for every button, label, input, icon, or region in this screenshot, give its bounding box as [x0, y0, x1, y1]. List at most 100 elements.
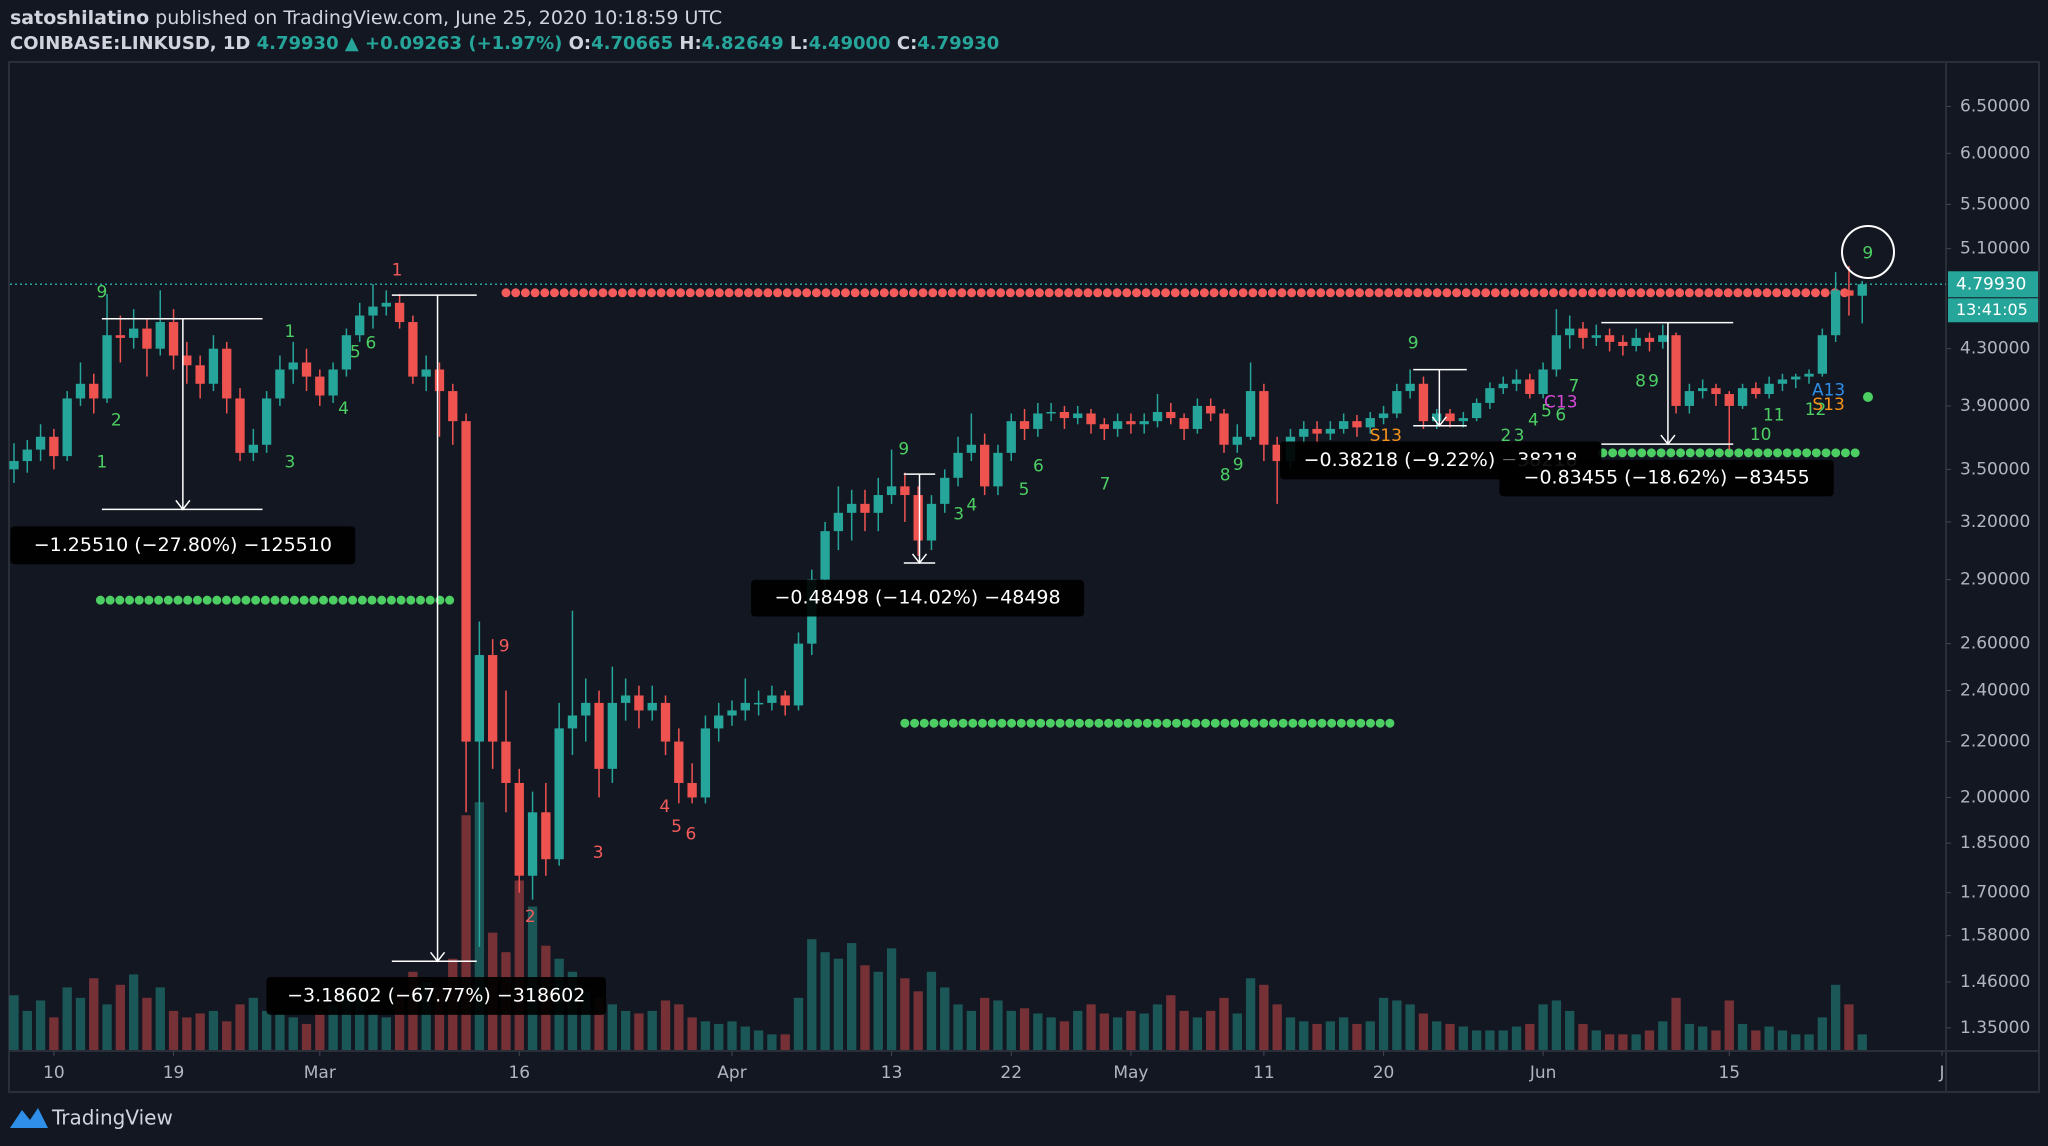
candle-body — [1352, 421, 1362, 428]
volume-bar — [1511, 1026, 1522, 1050]
candle-body — [740, 702, 750, 711]
candle-body — [1498, 383, 1508, 389]
volume-bar — [142, 997, 152, 1050]
y-tick-label: 2.90000 — [1960, 570, 2030, 590]
candle-body — [700, 728, 711, 798]
candle-body — [541, 812, 551, 860]
candle-body — [1525, 379, 1535, 395]
candle-body — [1259, 391, 1269, 445]
volume-bar — [714, 1023, 724, 1050]
volume-bar — [1152, 1004, 1163, 1050]
td-label: 3 — [285, 452, 296, 472]
volume-bar — [780, 1034, 790, 1050]
candle-body — [341, 335, 352, 370]
volume-bar — [235, 1004, 245, 1050]
header-line: satoshilatino published on TradingView.c… — [10, 7, 722, 29]
candle-body — [1551, 335, 1562, 370]
candle-body — [368, 306, 378, 316]
y-tick-label: 5.10000 — [1960, 239, 2030, 259]
y-tick-label: 1.70000 — [1960, 883, 2030, 903]
highlight-circle — [1841, 225, 1895, 279]
measure-arrowhead — [1660, 434, 1676, 446]
candle-body — [567, 715, 578, 729]
candle-body — [1644, 337, 1655, 342]
candle-body — [22, 449, 32, 462]
td-label: C13 — [1544, 392, 1578, 412]
candle-body — [182, 355, 192, 366]
change: +0.09263 (+1.97%) — [365, 33, 562, 54]
candle-body — [1844, 290, 1854, 296]
candle-body — [501, 741, 511, 783]
volume-bar — [1179, 1010, 1189, 1050]
volume-bar — [1604, 1034, 1615, 1050]
logo: TradingView — [10, 1106, 173, 1130]
td-label: S13 — [1812, 395, 1844, 415]
y-tick-label: 6.00000 — [1960, 143, 2030, 163]
chart-frame — [8, 61, 2040, 1093]
td-label: 2 — [525, 907, 536, 927]
volume-bar — [1405, 1004, 1415, 1050]
candle-body — [155, 322, 165, 349]
candle-body — [1830, 290, 1841, 336]
candle-body — [394, 302, 405, 323]
candle-body — [195, 365, 205, 384]
volume-bar — [248, 997, 258, 1050]
candle-body — [900, 486, 910, 496]
y-tick-label: 4.30000 — [1960, 339, 2030, 359]
candle-body — [1073, 413, 1083, 419]
volume-bar — [1684, 1023, 1695, 1050]
candle-body — [860, 503, 870, 513]
volume-bar — [1059, 1021, 1070, 1050]
volume-bar — [75, 997, 86, 1050]
volume-bar — [900, 978, 910, 1050]
x-tick-label: May — [1113, 1063, 1148, 1083]
candle-body — [674, 741, 684, 783]
volume-bar — [873, 971, 883, 1050]
volume-bar — [368, 1013, 378, 1050]
candle-body — [1711, 388, 1721, 395]
candle-body — [1658, 335, 1668, 342]
volume-bar — [1259, 984, 1269, 1050]
candle-body — [993, 452, 1003, 487]
volume-bar — [594, 997, 604, 1050]
candle-body — [1631, 337, 1641, 346]
measure-arrowhead — [175, 499, 191, 511]
last-price-box — [1948, 271, 2038, 298]
candle-body — [1139, 421, 1149, 425]
volume-bar — [1551, 1000, 1562, 1050]
volume-bar — [421, 982, 431, 1050]
candle-body — [1751, 388, 1761, 395]
volume-bar — [847, 943, 857, 1050]
l-value: 4.49000 — [809, 33, 891, 54]
volume-bar — [1525, 1023, 1535, 1050]
volume-bar — [966, 1010, 977, 1050]
volume-bar — [115, 984, 126, 1050]
candle-body — [753, 702, 764, 705]
volume-bar — [953, 1004, 963, 1050]
volume-bar — [1804, 1034, 1814, 1050]
y-tick-label: 3.90000 — [1960, 396, 2030, 416]
volume-bar — [1618, 1034, 1628, 1050]
symbol-line: COINBASE:LINKUSD, 1D 4.79930 ▲ +0.09263 … — [10, 33, 999, 54]
volume-bar — [155, 987, 165, 1050]
candle-body — [1086, 413, 1096, 425]
volume-bar — [1817, 1017, 1827, 1050]
volume-bar — [674, 1004, 684, 1050]
published: published on TradingView.com, June 25, 2… — [155, 7, 722, 29]
volume-bar — [1631, 1034, 1641, 1050]
volume-bar — [1392, 1000, 1402, 1050]
annotation-text: −0.83455 (−18.62%) −83455 — [1524, 467, 1810, 489]
td-label: S13 — [1370, 426, 1402, 446]
candle-body — [1166, 411, 1176, 419]
volume-bar — [1764, 1026, 1774, 1050]
volume-bar — [913, 991, 923, 1050]
td-label: 9 — [1862, 243, 1873, 263]
candle-body — [1006, 421, 1016, 453]
candle-body — [1099, 424, 1109, 429]
volume-bar — [1671, 997, 1681, 1050]
x-tick-label: 16 — [508, 1063, 530, 1083]
td-label: 9 — [1233, 455, 1244, 475]
y-tick-label: 3.50000 — [1960, 459, 2030, 479]
candle-body — [847, 503, 857, 513]
